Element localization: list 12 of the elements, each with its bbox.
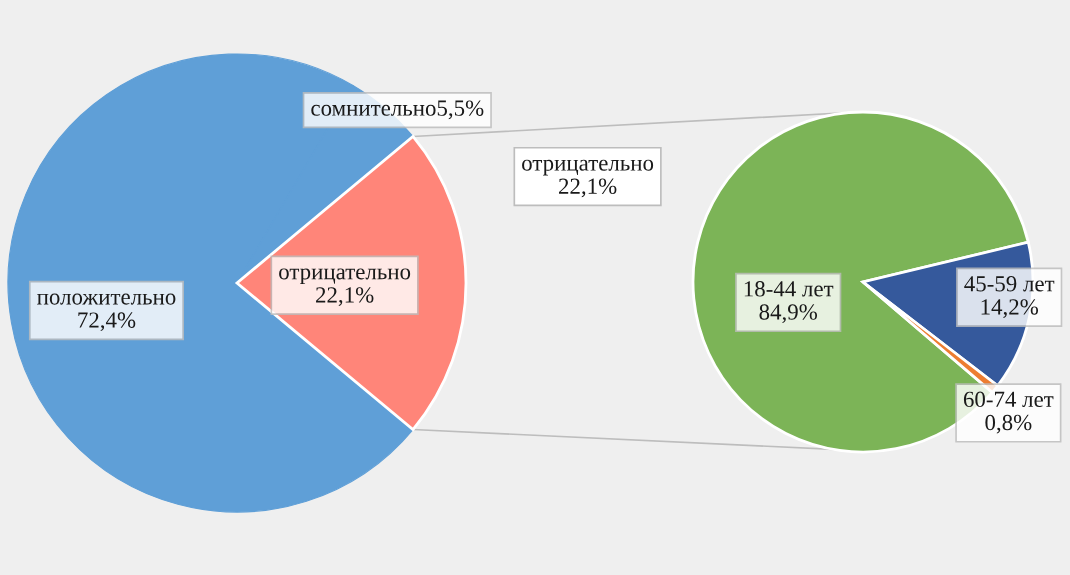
data-label: 14,2% [981, 299, 1039, 318]
data-label: 72,4% [78, 312, 136, 332]
data-label: 84,9% [759, 304, 818, 324]
slice-label: 60-74 лет [963, 391, 1054, 408]
slice-label: сомнительно5,5% [311, 100, 484, 120]
slice-label: 18-44 лет [744, 281, 834, 297]
slice-label: 45-59 лет [964, 276, 1055, 292]
slice-label: положительно [37, 293, 176, 305]
data-label: 22,1% [316, 287, 374, 306]
text: отрицательно 22,1% [522, 159, 654, 198]
slice-label: отрицательно [279, 268, 411, 285]
data-label: 0,8% [985, 414, 1032, 434]
